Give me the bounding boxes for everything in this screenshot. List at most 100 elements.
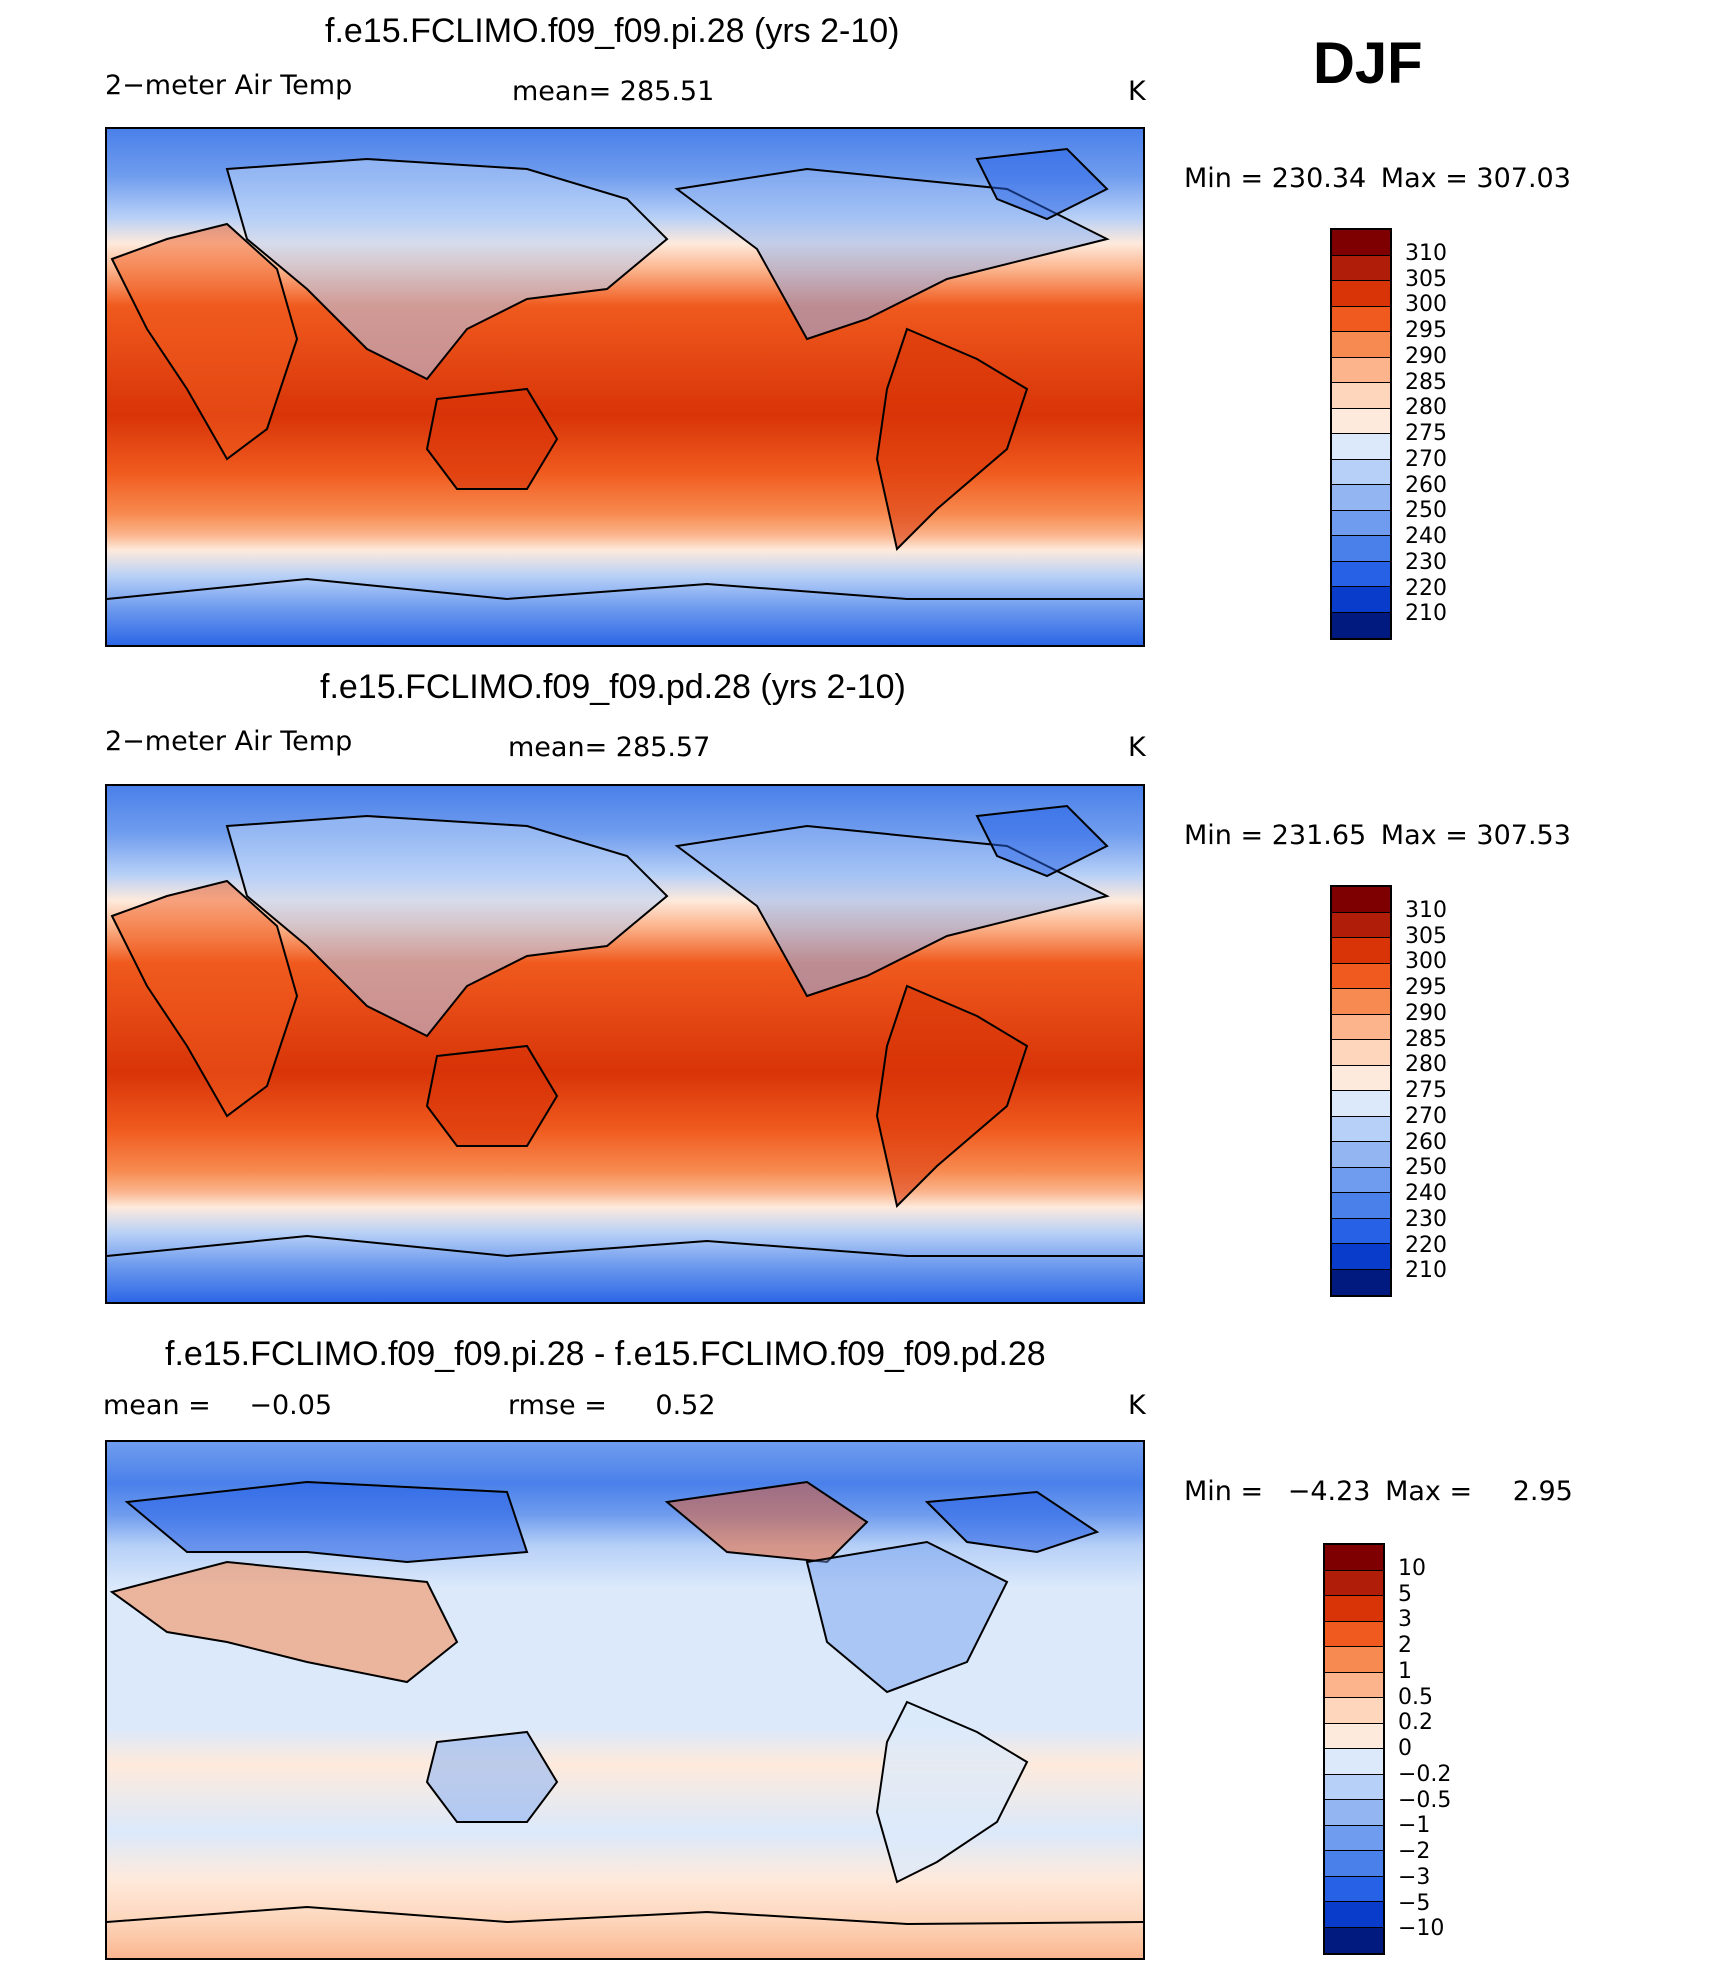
panel-1-colorbar-labels: 310 305 300 295 290 285 280 275 270 260 250 240 230 2… <box>1405 228 1485 640</box>
colorbar-swatch <box>1332 383 1390 409</box>
colorbar-tick-label: 0.2 <box>1398 1710 1433 1736</box>
panel-3-colorbar <box>1323 1543 1385 1955</box>
colorbar-tick-label: 275 <box>1405 421 1447 446</box>
colorbar-swatch <box>1325 1902 1383 1928</box>
colorbar-swatch <box>1332 485 1390 511</box>
panel-2-mean-value: 285.57 <box>615 732 711 763</box>
colorbar-tick-label: 310 <box>1405 240 1447 266</box>
panel-3-title: f.e15.FCLIMO.f09_f09.pi.28 - f.e15.FCLIM… <box>165 1335 1046 1373</box>
panel-1-mean-value: 285.51 <box>619 76 715 107</box>
colorbar-swatch <box>1332 912 1390 938</box>
panel-2-colorbar <box>1330 885 1392 1297</box>
panel-1-mean: mean= 285.51 <box>512 76 714 107</box>
colorbar-tick-label: 0 <box>1398 1736 1412 1761</box>
panel-2-max-value: 307.53 <box>1476 820 1571 851</box>
panel-3-map <box>105 1440 1145 1960</box>
colorbar-tick-label: 230 <box>1405 549 1447 575</box>
colorbar-swatch <box>1332 306 1390 332</box>
colorbar-tick-label: 250 <box>1405 1155 1447 1181</box>
colorbar-tick-label: −10 <box>1398 1916 1445 1942</box>
colorbar-swatch <box>1332 587 1390 613</box>
colorbar-swatch <box>1332 357 1390 383</box>
panel-2-mean: mean= 285.57 <box>508 732 710 763</box>
panel-2-variable-label: 2−meter Air Temp <box>105 726 353 757</box>
colorbar-swatch <box>1332 963 1390 989</box>
panel-3-colorbar-labels: 10 5 3 2 1 0.5 0.2 0 −0.2 −0.5 −1 −2 −3 −5 −10 <box>1398 1543 1488 1955</box>
colorbar-tick-label: 305 <box>1405 923 1447 949</box>
colorbar-tick-label: −1 <box>1398 1813 1431 1839</box>
colorbar-swatch <box>1332 281 1390 307</box>
colorbar-tick-label: 230 <box>1405 1206 1447 1232</box>
colorbar-swatch <box>1325 1596 1383 1622</box>
colorbar-tick-label: 260 <box>1405 472 1447 498</box>
panel-3-max-label: Max = <box>1385 1476 1473 1507</box>
colorbar-tick-label: 280 <box>1405 1052 1447 1078</box>
panel-3-min-label: Min = <box>1184 1476 1264 1507</box>
colorbar-swatch <box>1332 255 1390 281</box>
panel-1-max-label: Max = <box>1380 163 1468 194</box>
panel-2-min-value: 231.65 <box>1271 820 1367 851</box>
panel-3-units: K <box>1128 1390 1146 1421</box>
colorbar-tick-label: 290 <box>1405 1000 1447 1026</box>
colorbar-tick-label: 285 <box>1405 1026 1447 1052</box>
panel-2-colorbar-labels: 310 305 300 295 290 285 280 275 270 260 250 240 230 2… <box>1405 885 1485 1297</box>
colorbar-swatch <box>1332 1167 1390 1193</box>
colorbar-swatch <box>1332 1269 1390 1295</box>
colorbar-tick-label: 240 <box>1405 1181 1447 1206</box>
panel-1-map-svg <box>107 129 1143 645</box>
season-label: DJF <box>1313 31 1423 96</box>
colorbar-swatch <box>1332 230 1390 256</box>
colorbar-swatch <box>1332 1142 1390 1168</box>
panel-2-map <box>105 784 1145 1304</box>
colorbar-tick-label: −2 <box>1398 1839 1431 1864</box>
panel-3-coastlines <box>107 1480 1143 1926</box>
panel-2-minmax: Min = 231.65 Max = 307.53 <box>1184 820 1571 851</box>
colorbar-tick-label: 275 <box>1405 1078 1447 1103</box>
colorbar-swatch <box>1325 1825 1383 1851</box>
panel-2-min-label: Min = <box>1184 820 1264 851</box>
colorbar-swatch <box>1325 1545 1383 1571</box>
panel-3-rmse-label: rmse = <box>508 1390 607 1421</box>
colorbar-swatch <box>1325 1774 1383 1800</box>
panel-1-min-value: 230.34 <box>1271 163 1367 194</box>
panel-2-units: K <box>1128 732 1146 763</box>
panel-3-min-value: −4.23 <box>1287 1476 1371 1507</box>
colorbar-tick-label: 295 <box>1405 975 1447 1000</box>
panel-2-mean-label: mean= <box>508 732 608 763</box>
panel-1-mean-label: mean= <box>512 76 612 107</box>
panel-3-map-svg <box>107 1442 1143 1958</box>
panel-1-title: f.e15.FCLIMO.f09_f09.pi.28 (yrs 2-10) <box>325 12 900 50</box>
colorbar-tick-label: 10 <box>1398 1555 1426 1581</box>
colorbar-tick-label: 210 <box>1405 1258 1447 1284</box>
colorbar-swatch <box>1332 434 1390 460</box>
panel-3-max-value: 2.95 <box>1512 1476 1573 1507</box>
colorbar-tick-label: −0.2 <box>1398 1761 1452 1787</box>
colorbar-swatch <box>1332 459 1390 485</box>
colorbar-tick-label: 220 <box>1405 1232 1447 1258</box>
colorbar-tick-label: 210 <box>1405 601 1447 627</box>
colorbar-swatch <box>1325 1570 1383 1596</box>
panel-1-units: K <box>1128 76 1146 107</box>
colorbar-tick-label: 270 <box>1405 1103 1447 1129</box>
colorbar-swatch <box>1332 1091 1390 1117</box>
colorbar-tick-label: 240 <box>1405 524 1447 549</box>
colorbar-swatch <box>1332 612 1390 638</box>
colorbar-swatch <box>1332 408 1390 434</box>
colorbar-swatch <box>1332 510 1390 536</box>
colorbar-tick-label: 300 <box>1405 292 1447 318</box>
panel-3-mean-label: mean = <box>103 1390 211 1421</box>
colorbar-tick-label: 270 <box>1405 446 1447 472</box>
colorbar-tick-label: 2 <box>1398 1633 1412 1658</box>
colorbar-swatch <box>1325 1723 1383 1749</box>
colorbar-tick-label: 3 <box>1398 1607 1412 1633</box>
colorbar-swatch <box>1332 561 1390 587</box>
colorbar-tick-label: 1 <box>1398 1658 1412 1684</box>
colorbar-swatch <box>1332 887 1390 913</box>
panel-1-max-value: 307.03 <box>1476 163 1571 194</box>
colorbar-tick-label: −5 <box>1398 1890 1431 1916</box>
panel-1-variable-label: 2−meter Air Temp <box>105 70 353 101</box>
panel-2-max-label: Max = <box>1380 820 1468 851</box>
colorbar-swatch <box>1325 1672 1383 1698</box>
panel-3-mean-value: −0.05 <box>249 1390 333 1421</box>
colorbar-swatch <box>1325 1698 1383 1724</box>
